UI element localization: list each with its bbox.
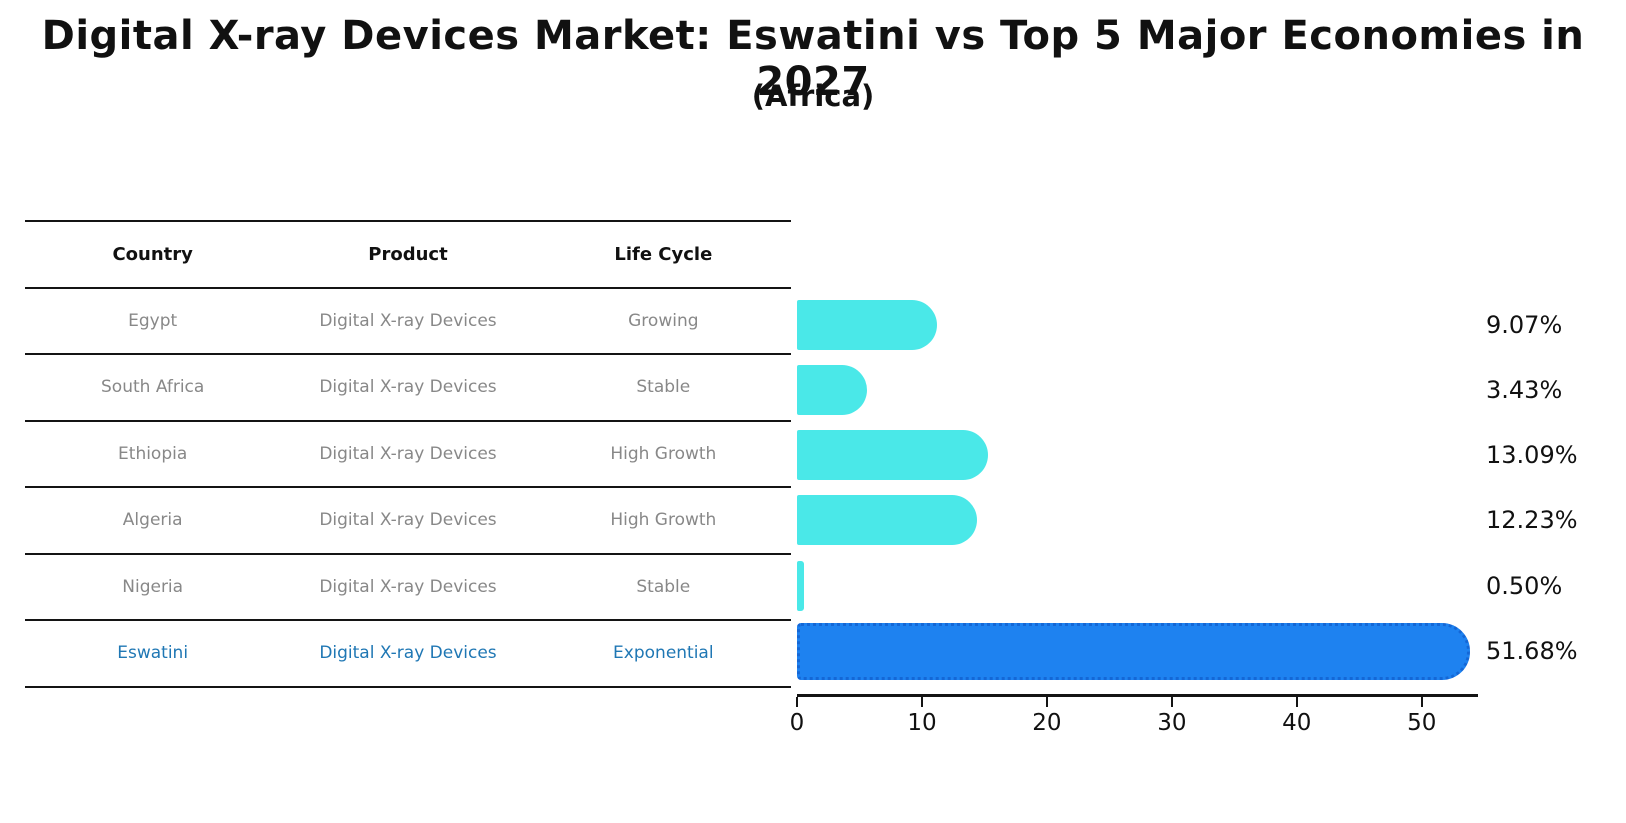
table-row: South Africa Digital X-ray Devices Stable [25,355,791,422]
bar-egypt [797,300,937,350]
market-table: Country Product Life Cycle Egypt Digital … [25,220,791,688]
table-header-row: Country Product Life Cycle [25,222,791,289]
table-cell-life-cycle: Stable [636,576,691,597]
table-row: Ethiopia Digital X-ray Devices High Growth [25,422,791,488]
table-cell-country: Eswatini [117,643,189,664]
x-axis-tick [1045,697,1048,707]
table-cell-product: Digital X-ray Devices [319,310,497,331]
bar-algeria [797,495,977,545]
table-cell-product: Digital X-ray Devices [319,643,497,664]
table-cell-country: Ethiopia [118,443,188,464]
table-cell-product: Digital X-ray Devices [319,377,497,398]
table-cell-product: Digital X-ray Devices [319,510,497,531]
x-axis-tick-label: 20 [1032,710,1062,736]
header-product: Product [368,243,448,265]
bar-nigeria [797,561,804,611]
value-label: 13.09% [1486,441,1578,469]
x-axis-tick-label: 0 [789,710,805,736]
x-axis-tick [1420,697,1423,707]
table-row: Nigeria Digital X-ray Devices Stable [25,555,791,621]
page-subtitle: (Africa) [751,79,875,113]
table-cell-life-cycle: High Growth [610,510,717,531]
table-cell-product: Digital X-ray Devices [319,576,497,597]
x-axis-tick-label: 50 [1407,710,1437,736]
table-row: Algeria Digital X-ray Devices High Growth [25,488,791,555]
page-title: Digital X-ray Devices Market: Eswatini v… [41,13,1585,105]
table-cell-product: Digital X-ray Devices [319,443,497,464]
bar-eswatini [797,622,1470,680]
table-row: Eswatini Digital X-ray Devices Exponential [25,621,791,688]
x-axis-tick-label: 40 [1282,710,1312,736]
x-axis-tick [796,697,798,707]
header-country: Country [112,243,193,265]
table-cell-life-cycle: Stable [636,377,691,398]
value-label: 3.43% [1486,376,1563,404]
value-label: 9.07% [1486,311,1563,339]
value-label: 12.23% [1486,506,1578,534]
bar-ethiopia [797,430,988,480]
value-label: 51.68% [1486,637,1578,665]
table-body: Egypt Digital X-ray Devices Growing South A… [25,289,791,688]
table-cell-country: Algeria [122,510,183,531]
header-life-cycle: Life Cycle [614,243,713,265]
table-row: Egypt Digital X-ray Devices Growing [25,289,791,355]
x-axis-tick-label: 30 [1157,710,1187,736]
table-cell-country: Egypt [128,310,178,331]
value-label: 0.50% [1486,572,1563,600]
x-axis-tick [920,697,923,707]
table-cell-life-cycle: Growing [628,310,699,331]
x-axis-line [797,694,1478,697]
x-axis-tick-label: 10 [907,710,937,736]
table-cell-country: South Africa [101,377,205,398]
table-cell-life-cycle: Exponential [613,643,714,664]
x-axis-tick [1170,697,1173,707]
table-cell-life-cycle: High Growth [610,443,717,464]
table-cell-country: Nigeria [122,576,184,597]
bar-south-africa [797,365,867,415]
x-axis-tick [1295,697,1298,707]
